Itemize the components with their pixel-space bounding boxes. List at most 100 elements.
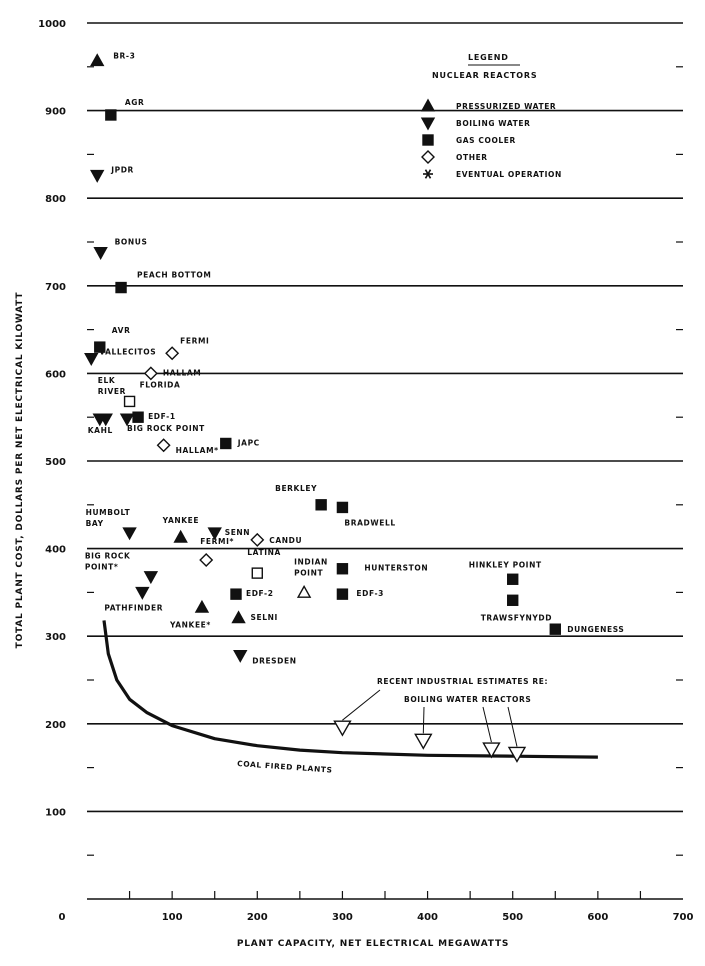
point-edf-2 — [230, 588, 242, 600]
point-fermi — [165, 346, 180, 361]
legend-item-label: BOILING WATER — [456, 119, 530, 128]
estimate-point — [333, 720, 352, 737]
legend-marker-diamond — [421, 150, 435, 164]
x-tick-label: 300 — [332, 912, 353, 923]
point-agr — [105, 109, 117, 121]
y-tick-label: 800 — [45, 194, 66, 205]
point-label: BIG ROCK POINT* — [85, 552, 131, 572]
point-humbolt-bay — [122, 527, 137, 541]
point-label: EDF-1 — [148, 412, 176, 421]
estimate-arrow — [342, 689, 381, 721]
point-label: BIG ROCK POINT — [127, 424, 205, 433]
point-label: PATHFINDER — [104, 603, 163, 612]
point-label: EDF-2 — [246, 589, 274, 598]
y-axis-title: TOTAL PLANT COST, DOLLARS PER NET ELECTR… — [15, 292, 25, 649]
point-fermi- — [199, 552, 214, 567]
point-label: DRESDEN — [252, 656, 296, 665]
point-label: YANKEE* — [169, 620, 211, 629]
point-br-3 — [90, 53, 105, 67]
point-dresden — [233, 649, 248, 663]
y-tick-label: 700 — [45, 282, 66, 293]
estimate-point — [482, 742, 501, 759]
legend-item-label: PRESSURIZED WATER — [456, 102, 556, 111]
point-senn — [207, 527, 222, 541]
point-bonus — [93, 247, 108, 260]
point-label: DUNGENESS — [567, 625, 624, 634]
coal-curve-label: COAL FIRED PLANTS — [237, 759, 333, 775]
y-tick-label: 300 — [45, 632, 66, 643]
y-tick-label: 500 — [45, 457, 66, 468]
point-trawsfynydd — [507, 594, 519, 606]
point-label: HALLAM* — [176, 446, 219, 455]
point-label: ELK RIVER — [98, 376, 126, 396]
point-berkley — [315, 499, 327, 511]
legend-subtitle: NUCLEAR REACTORS — [432, 71, 537, 80]
point-florida — [123, 395, 136, 408]
legend-marker-triangle-up — [420, 98, 436, 112]
point-selni — [231, 610, 246, 624]
point-label: HUMBOLT BAY — [86, 508, 131, 528]
point-label: CANDU — [269, 536, 302, 545]
point-dungeness — [549, 623, 561, 635]
y-tick-label: 200 — [45, 720, 66, 731]
point-label: YANKEE — [162, 516, 199, 525]
point-label: PEACH BOTTOM — [137, 271, 211, 280]
estimate-arrow — [482, 706, 492, 743]
estimates-label-2: BOILING WATER REACTORS — [404, 695, 531, 704]
point-hunterston — [336, 563, 349, 575]
x-tick-label: 700 — [673, 912, 694, 923]
point-edf-3 — [336, 588, 349, 600]
point-bradwell — [336, 501, 349, 514]
point-label: KAHL — [88, 426, 113, 435]
y-tick-label: 1000 — [38, 19, 66, 30]
estimate-point — [414, 733, 433, 750]
point-hallam- — [156, 438, 171, 453]
point-vallecitos — [84, 353, 99, 366]
estimate-points: RECENT INDUSTRIAL ESTIMATES RE: BOILING W… — [333, 677, 547, 763]
point-label: FERMI* — [200, 537, 234, 546]
point-label: HINKLEY POINT — [469, 560, 542, 569]
point-label: INDIAN POINT — [294, 557, 328, 577]
point-label: BRADWELL — [344, 518, 395, 527]
legend-marker-asterisk — [423, 169, 433, 179]
point-label: BERKLEY — [275, 484, 317, 493]
point-indian-point — [296, 584, 312, 598]
point-jpdr — [90, 169, 105, 183]
point-yankee — [173, 529, 188, 543]
point-yankee- — [194, 599, 210, 613]
point-hinkley-point — [507, 573, 519, 585]
point-label: LATINA — [247, 548, 281, 557]
x-tick-label: 200 — [247, 912, 268, 923]
point-peach-bottom — [115, 281, 127, 294]
point-label: JAPC — [237, 438, 260, 447]
y-tick-label: 100 — [45, 807, 66, 818]
x-tick-label: 600 — [587, 912, 608, 923]
point-candu — [250, 532, 265, 547]
point-edf-1 — [132, 411, 144, 423]
point-label: SELNI — [251, 613, 278, 622]
point-label: EDF-3 — [356, 589, 384, 598]
legend-title: LEGEND — [468, 53, 509, 62]
x-axis-title: PLANT CAPACITY, NET ELECTRICAL MEGAWATTS — [237, 939, 509, 949]
estimate-arrow — [422, 706, 425, 734]
point-kahl — [92, 413, 107, 427]
x-tick-label: 400 — [417, 912, 438, 923]
point-big-rock-point- — [143, 571, 159, 585]
gridlines — [87, 22, 683, 900]
y-tick-label: 900 — [45, 107, 66, 118]
point-label: SENN — [225, 528, 250, 537]
point-label: JPDR — [110, 165, 134, 174]
point-hallam — [143, 366, 158, 381]
x-tick-label: 100 — [162, 912, 183, 923]
y-tick-label: 400 — [45, 545, 66, 556]
point-japc — [220, 437, 232, 450]
y-tick-label: 600 — [45, 369, 66, 380]
data-points: BR-3 AGR JPDR BONUS PEACH BOTTOM AVR VALLECITO… — [84, 52, 624, 665]
point-label: FLORIDA — [140, 380, 181, 389]
point-label: AVR — [112, 326, 131, 335]
point-label: HUNTERSTON — [364, 564, 428, 573]
coal-fired-curve — [102, 620, 598, 759]
point-label: VALLECITOS — [99, 348, 156, 357]
x-tick-label: 0 — [59, 912, 66, 923]
